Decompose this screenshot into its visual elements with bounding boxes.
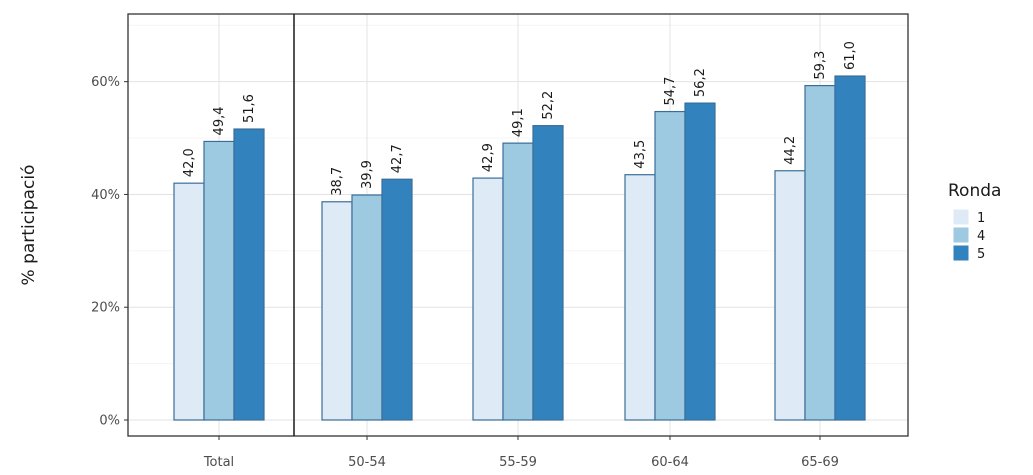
bar <box>502 142 534 421</box>
x-tick-label: 50-54 <box>348 455 386 470</box>
bar <box>381 178 413 421</box>
legend-key <box>952 244 970 262</box>
data-label: 52,2 <box>541 91 556 120</box>
data-label: 56,2 <box>693 68 708 97</box>
data-label: 59,3 <box>813 51 828 80</box>
bar <box>203 140 235 421</box>
data-label: 61,0 <box>843 41 858 70</box>
bar <box>774 170 806 421</box>
bar <box>173 182 205 421</box>
data-label: 42,7 <box>390 144 405 173</box>
legend-key <box>952 226 970 244</box>
bar <box>624 174 656 421</box>
y-tick-label: 20% <box>91 301 120 316</box>
data-label: 38,7 <box>330 167 345 196</box>
data-labels: 42,0 49,4 51,6 38,7 39,9 42,7 42,9 49,1 52,2 43,5… <box>182 41 858 196</box>
data-label: 43,5 <box>633 140 648 169</box>
y-tick-label: 40% <box>91 188 120 203</box>
bar <box>472 177 504 421</box>
bar <box>654 110 686 421</box>
y-axis-title: % participació <box>19 165 39 286</box>
data-label: 49,1 <box>511 108 526 137</box>
data-label: 39,9 <box>360 160 375 189</box>
y-tick-label: 0% <box>99 414 120 429</box>
x-tick-label: 65-69 <box>801 455 839 470</box>
legend: Ronda 1 4 5 <box>948 181 1001 262</box>
y-tick-label: 60% <box>91 75 120 90</box>
x-tick-label: 60-64 <box>651 455 689 470</box>
x-tick-label: 55-59 <box>499 455 537 470</box>
bar <box>834 75 866 421</box>
data-label: 42,9 <box>481 143 496 172</box>
axes: 0% 20% 40% 60% Total 50-54 55-59 60-64 65-69 <box>91 75 839 470</box>
legend-label: 1 <box>977 211 985 226</box>
bar <box>233 128 265 421</box>
bar <box>351 194 383 421</box>
data-label: 49,4 <box>212 106 227 135</box>
data-label: 51,6 <box>242 94 257 123</box>
data-label: 44,2 <box>783 136 798 165</box>
bar <box>804 85 836 421</box>
data-label: 42,0 <box>182 148 197 177</box>
bar <box>684 102 716 421</box>
x-tick-label: Total <box>203 455 234 470</box>
legend-key <box>952 208 970 226</box>
legend-title: Ronda <box>948 181 1001 201</box>
bars <box>173 75 866 421</box>
bar <box>532 125 564 421</box>
legend-label: 4 <box>977 229 985 244</box>
legend-label: 5 <box>977 247 985 262</box>
data-label: 54,7 <box>663 77 678 106</box>
bar <box>321 201 353 421</box>
